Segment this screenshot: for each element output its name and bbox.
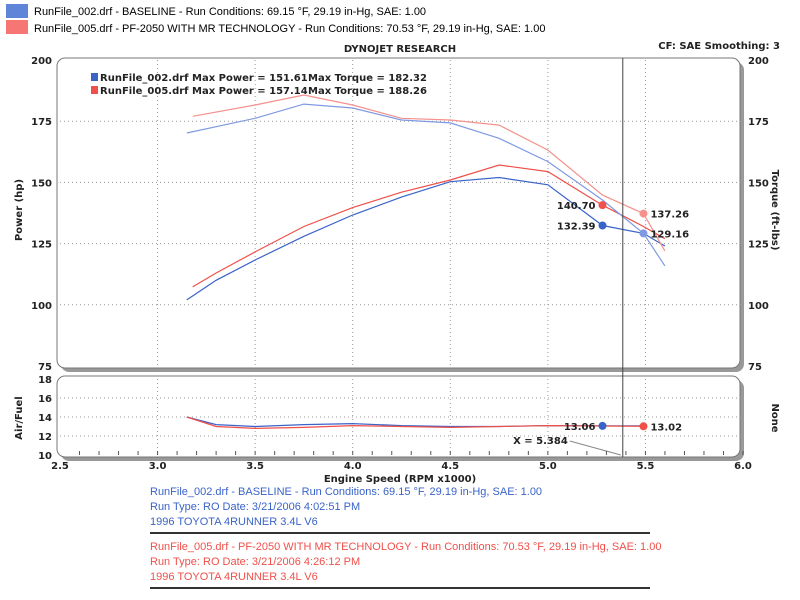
cursor-marker bbox=[598, 221, 607, 230]
y-tick-label: 75 bbox=[38, 362, 52, 373]
legend-swatch-pf2050 bbox=[6, 20, 28, 34]
cursor-marker bbox=[639, 229, 648, 238]
chart-title: DYNOJET RESEARCH bbox=[344, 44, 456, 55]
legend-box-blue bbox=[91, 73, 98, 81]
x-tick-label: 3.0 bbox=[149, 461, 167, 472]
marker-value-label: 13.06 bbox=[564, 422, 596, 433]
footer-run-baseline: RunFile_002.drf - BASELINE - Run Conditi… bbox=[150, 485, 542, 530]
footer-baseline-line-2: Run Type: RO Date: 3/21/2006 4:02:51 PM bbox=[150, 501, 361, 513]
footer-baseline-line-3: 1996 TOYOTA 4RUNNER 3.4L V6 bbox=[150, 516, 318, 528]
cursor-label: X = 5.384 bbox=[513, 436, 568, 447]
series-line bbox=[192, 164, 666, 288]
y-tick-label: 12 bbox=[38, 432, 52, 443]
legend-max-power-red: RunFile_005.drf Max Power = 157.14 bbox=[100, 86, 308, 97]
series-line bbox=[192, 94, 666, 252]
af-axis-label: Air/Fuel bbox=[14, 396, 25, 439]
y-tick-label: 150 bbox=[31, 178, 52, 189]
y-tick-label: 14 bbox=[38, 413, 52, 424]
y-tick-label: 10 bbox=[38, 451, 52, 462]
legend-max-torque-red: Max Torque = 188.26 bbox=[308, 86, 427, 97]
footer-pf2050-line-1: RunFile_005.drf - PF-2050 WITH MR TECHNO… bbox=[150, 541, 662, 553]
x-tick-labels: 2.5 3.0 3.5 4.0 4.5 5.0 5.5 6.0 bbox=[51, 451, 752, 472]
footer-run-pf2050: RunFile_005.drf - PF-2050 WITH MR TECHNO… bbox=[150, 540, 661, 585]
y-tick-label: 16 bbox=[38, 394, 52, 405]
af-right-axis-label: None bbox=[769, 403, 780, 432]
af-series: 13.06 13.02 bbox=[186, 416, 682, 433]
series-line bbox=[186, 176, 666, 301]
footer-baseline-line-1: RunFile_002.drf - BASELINE - Run Conditi… bbox=[150, 486, 543, 498]
power-axis-label: Power (hp) bbox=[14, 179, 25, 241]
x-tick-label: 6.0 bbox=[734, 461, 752, 472]
y-tick-label: 175 bbox=[31, 117, 52, 128]
main-legend: RunFile_002.drf Max Power = 151.61 Max T… bbox=[91, 73, 427, 97]
legend-swatch-baseline bbox=[6, 4, 28, 18]
y-tick-label: 18 bbox=[38, 375, 52, 386]
series-line bbox=[186, 416, 644, 430]
y-tick-label: 125 bbox=[31, 240, 52, 251]
series-line bbox=[186, 103, 666, 267]
y2-tick-label: 100 bbox=[748, 301, 769, 312]
marker-value-label: 13.02 bbox=[650, 422, 682, 433]
y2-tick-label: 200 bbox=[748, 56, 769, 67]
main-series: 140.70 132.39 137.26 129.16 bbox=[186, 94, 689, 301]
torque-axis-label: Torque (ft-lbs) bbox=[769, 170, 780, 251]
footer-divider-1 bbox=[150, 532, 650, 534]
af-plot-area bbox=[56, 375, 741, 458]
x-tick-label: 2.5 bbox=[51, 461, 69, 472]
footer-divider-2 bbox=[150, 587, 650, 589]
cf-smoothing: CF: SAE Smoothing: 3 bbox=[658, 41, 780, 52]
cursor-label-leader bbox=[569, 440, 621, 456]
main-y-ticks: 75 75 100 100 125 125 150 150 175 175 200 200 bbox=[31, 56, 769, 373]
header-run-pf2050: RunFile_005.drf - PF-2050 WITH MR TECHNO… bbox=[34, 23, 545, 35]
main-plot-area bbox=[56, 57, 741, 369]
legend-box-red bbox=[91, 86, 98, 94]
y2-tick-label: 75 bbox=[748, 362, 762, 373]
cursor-marker bbox=[639, 422, 648, 431]
x-tick-label: 5.5 bbox=[637, 461, 655, 472]
y-tick-label: 200 bbox=[31, 56, 52, 67]
marker-value-label: 129.16 bbox=[650, 229, 689, 240]
header-run-baseline: RunFile_002.drf - BASELINE - Run Conditi… bbox=[34, 6, 426, 18]
x-tick-label: 5.0 bbox=[539, 461, 557, 472]
footer-pf2050-line-2: Run Type: RO Date: 3/21/2006 4:26:12 PM bbox=[150, 556, 361, 568]
x-axis-label: Engine Speed (RPM x1000) bbox=[324, 474, 476, 485]
marker-value-label: 137.26 bbox=[650, 210, 689, 221]
legend-max-torque-blue: Max Torque = 182.32 bbox=[308, 73, 427, 84]
header-legend: RunFile_002.drf - BASELINE - Run Conditi… bbox=[6, 4, 545, 35]
marker-value-label: 132.39 bbox=[557, 222, 596, 233]
marker-value-label: 140.70 bbox=[557, 201, 596, 212]
footer-pf2050-line-3: 1996 TOYOTA 4RUNNER 3.4L V6 bbox=[150, 571, 318, 583]
x-tick-label: 4.5 bbox=[441, 461, 459, 472]
y-tick-label: 100 bbox=[31, 301, 52, 312]
cursor-marker bbox=[639, 209, 648, 218]
x-tick-label: 3.5 bbox=[246, 461, 264, 472]
cursor-marker bbox=[598, 421, 607, 430]
legend-max-power-blue: RunFile_002.drf Max Power = 151.61 bbox=[100, 73, 308, 84]
y2-tick-label: 150 bbox=[748, 178, 769, 189]
af-y-ticks: 10 12 14 16 18 bbox=[38, 375, 52, 462]
af-grid bbox=[60, 379, 743, 455]
y2-tick-label: 125 bbox=[748, 240, 769, 251]
x-tick-label: 4.0 bbox=[344, 461, 362, 472]
cursor-marker bbox=[598, 201, 607, 210]
y2-tick-label: 175 bbox=[748, 117, 769, 128]
